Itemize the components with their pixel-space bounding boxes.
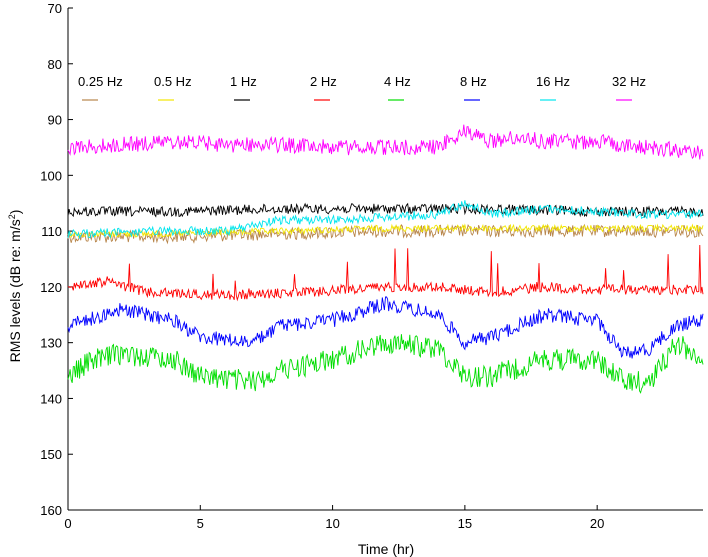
legend-label: 32 Hz	[612, 74, 646, 89]
y-tick-label: 120	[40, 280, 62, 295]
y-tick-label: 150	[40, 447, 62, 462]
series-lines	[67, 124, 704, 394]
legend-label: 1 Hz	[230, 74, 257, 89]
legend-label: 16 Hz	[536, 74, 570, 89]
legend-label: 0.5 Hz	[154, 74, 192, 89]
legend-label: 0.25 Hz	[78, 74, 123, 89]
series-line	[67, 334, 704, 394]
y-tick-label: 140	[40, 391, 62, 406]
x-tick-label: 5	[197, 516, 204, 531]
y-axis-title-sup: 2	[7, 214, 17, 219]
y-axis-title-main: RMS levels (dB re: m/s	[7, 219, 23, 362]
y-tick-label: 90	[48, 113, 62, 128]
x-tick-label: 0	[64, 516, 71, 531]
legend-label: 2 Hz	[310, 74, 337, 89]
series-line	[67, 124, 704, 160]
series-line	[67, 202, 704, 219]
series-line	[67, 200, 704, 240]
y-tick-label: 130	[40, 336, 62, 351]
series-line	[67, 244, 704, 302]
legend-label: 8 Hz	[460, 74, 487, 89]
series-line	[67, 296, 704, 359]
series-line	[67, 223, 704, 245]
y-tick-label: 160	[40, 503, 62, 518]
x-axis-title: Time (hr)	[358, 541, 414, 557]
y-axis-title-end: )	[7, 210, 23, 215]
x-tick-label: 20	[590, 516, 604, 531]
y-tick-label: 80	[48, 57, 62, 72]
x-tick-label: 10	[325, 516, 339, 531]
y-tick-label: 100	[40, 168, 62, 183]
y-axis-title: RMS levels (dB re: m/s2)	[7, 210, 23, 363]
y-tick-label: 110	[41, 224, 62, 239]
y-tick-label: 70	[48, 1, 62, 16]
legend: 0.25 Hz 0.5 Hz 1 Hz 2 Hz 4 Hz 8 Hz 16 Hz 32 Hz	[78, 74, 646, 101]
legend-label: 4 Hz	[384, 74, 411, 89]
x-tick-label: 15	[458, 516, 472, 531]
